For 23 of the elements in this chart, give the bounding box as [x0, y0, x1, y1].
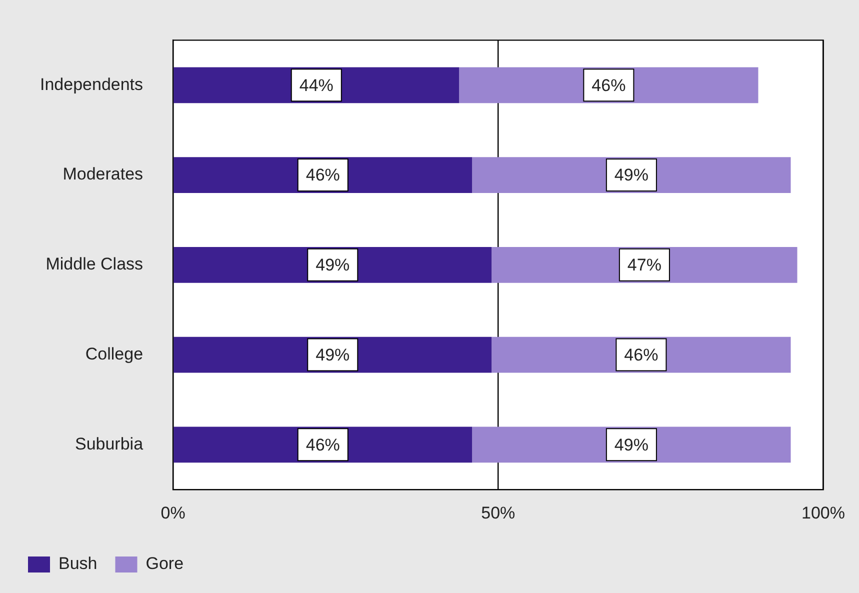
legend-label: Gore — [146, 554, 184, 574]
data-label: 44% — [299, 76, 334, 95]
y-tick-label: College — [85, 344, 144, 364]
data-label: 46% — [306, 435, 340, 454]
y-tick-label: Moderates — [62, 164, 144, 184]
data-label: 47% — [627, 256, 662, 275]
bar — [472, 157, 791, 193]
bar — [174, 246, 492, 283]
data-label: 46% — [624, 345, 658, 364]
x-tick-label: 0% — [160, 503, 186, 522]
data-label: 49% — [614, 166, 648, 185]
y-tick-label: Middle Class — [46, 254, 144, 274]
x-tick-label: 50% — [481, 503, 516, 522]
data-label: 49% — [316, 345, 350, 364]
data-label: 49% — [316, 256, 350, 275]
legend-label: Bush — [58, 554, 98, 574]
data-label: 46% — [592, 76, 626, 95]
y-tick-label: Suburbia — [74, 434, 144, 454]
bar — [472, 426, 791, 463]
x-tick-label: 100% — [802, 503, 845, 522]
y-tick-label: Independents — [40, 74, 144, 94]
data-label: 46% — [306, 166, 340, 185]
data-label: 49% — [614, 435, 648, 454]
